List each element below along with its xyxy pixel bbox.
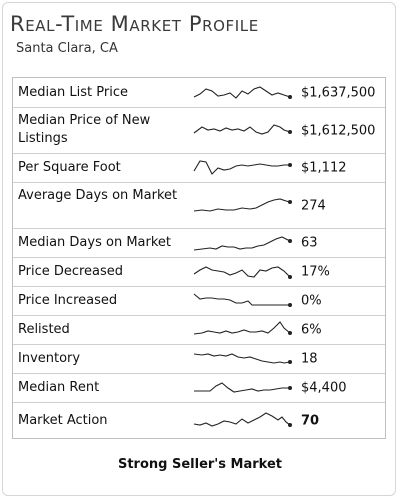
row-label: Median Price of New Listings xyxy=(18,112,188,148)
row-value: $1,637,500 xyxy=(301,85,375,100)
row-label: Median Rent xyxy=(18,379,99,397)
row-label: Inventory xyxy=(18,350,80,368)
row-value: 70 xyxy=(301,413,319,428)
sparkline-icon xyxy=(194,121,294,141)
table-row-median-price-new-listings: Median Price of New Listings $1,612,500 xyxy=(13,107,385,153)
page-title: Real-Time Market Profile xyxy=(10,12,259,36)
row-label: Price Increased xyxy=(18,292,117,310)
row-value: 6% xyxy=(301,323,322,338)
table-row-price-decreased: Price Decreased 17% xyxy=(13,257,385,286)
sparkline-icon xyxy=(194,158,294,178)
sparkline-icon xyxy=(194,262,294,282)
sparkline-icon xyxy=(194,378,294,398)
row-label: Market Action xyxy=(18,412,108,430)
row-value: 17% xyxy=(301,265,330,280)
row-value: $4,400 xyxy=(301,381,347,396)
row-value: 274 xyxy=(301,198,326,213)
table-row-average-days-on-market: Average Days on Market 274 xyxy=(13,182,385,228)
sparkline-icon xyxy=(194,196,294,216)
sparkline-icon xyxy=(194,349,294,369)
sparkline-icon xyxy=(194,233,294,253)
row-value: 63 xyxy=(301,236,318,251)
market-stats-table: Median List Price $1,637,500 Median Pric… xyxy=(12,77,386,439)
row-value: $1,112 xyxy=(301,161,347,176)
table-row-market-action: Market Action 70 xyxy=(13,402,385,438)
table-row-inventory: Inventory 18 xyxy=(13,344,385,373)
table-row-median-days-on-market: Median Days on Market 63 xyxy=(13,228,385,257)
table-row-relisted: Relisted 6% xyxy=(13,315,385,344)
sparkline-icon xyxy=(194,320,294,340)
sparkline-icon xyxy=(194,411,294,431)
row-label: Per Square Foot xyxy=(18,159,121,177)
row-label: Price Decreased xyxy=(18,263,123,281)
row-value: 0% xyxy=(301,294,322,309)
sparkline-icon xyxy=(194,291,294,311)
table-row-median-rent: Median Rent $4,400 xyxy=(13,373,385,402)
row-label: Relisted xyxy=(18,321,70,339)
sparkline-icon xyxy=(194,83,294,103)
row-label: Median List Price xyxy=(18,84,128,102)
table-row-median-list-price: Median List Price $1,637,500 xyxy=(13,78,385,107)
table-row-price-increased: Price Increased 0% xyxy=(13,286,385,315)
market-summary: Strong Seller's Market xyxy=(0,457,400,472)
row-value: 18 xyxy=(301,352,318,367)
row-label: Median Days on Market xyxy=(18,234,171,252)
table-row-per-square-foot: Per Square Foot $1,112 xyxy=(13,153,385,182)
location-label: Santa Clara, CA xyxy=(16,41,118,56)
row-value: $1,612,500 xyxy=(301,123,375,138)
row-label: Average Days on Market xyxy=(18,187,188,205)
